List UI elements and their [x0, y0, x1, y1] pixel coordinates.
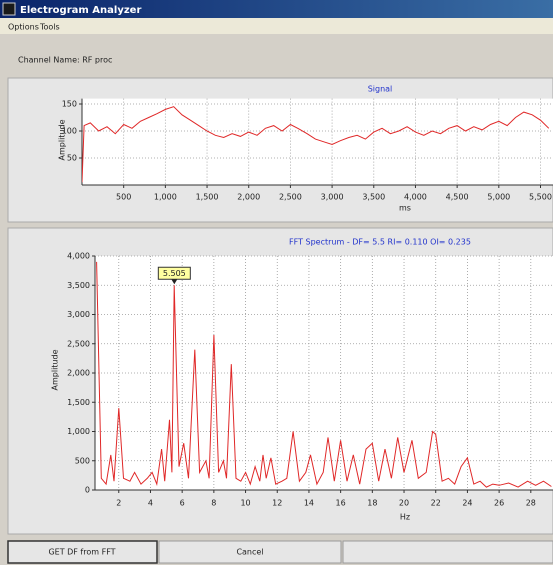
- x-tick-label: 4: [148, 499, 153, 508]
- menu-item[interactable]: Options: [8, 23, 39, 32]
- x-tick-label: 28: [526, 499, 536, 508]
- x-tick-label: 5,500: [529, 193, 552, 202]
- y-tick-label: 1,500: [67, 398, 90, 407]
- x-tick-label: 6: [180, 499, 185, 508]
- x-tick-label: 2: [116, 499, 121, 508]
- y-tick-label: 100: [62, 127, 77, 136]
- menu-bar: [0, 18, 553, 34]
- y-tick-label: 1,000: [67, 427, 90, 436]
- button[interactable]: [158, 540, 342, 564]
- chart-title: FFT Spectrum - DF= 5.5 RI= 0.110 OI= 0.2…: [289, 238, 471, 247]
- x-tick-label: 3,000: [321, 193, 344, 202]
- y-tick-label: 150: [62, 100, 77, 109]
- x-tick-label: 5,000: [487, 193, 510, 202]
- status-panel: [342, 540, 553, 564]
- x-tick-label: 4,000: [404, 193, 427, 202]
- x-tick-label: 16: [336, 499, 346, 508]
- y-tick-label: 4,000: [67, 252, 90, 261]
- channel-label: Channel Name: RF proc: [18, 56, 112, 65]
- annotation-pointer: [171, 279, 178, 285]
- x-tick-label: 3,500: [362, 193, 385, 202]
- menu-item[interactable]: Tools: [39, 23, 60, 32]
- x-tick-label: 1,500: [196, 193, 219, 202]
- annotation-label: 5.505: [163, 269, 186, 278]
- title-bar: [0, 0, 553, 18]
- x-tick-label: 18: [367, 499, 377, 508]
- data-line: [96, 261, 552, 488]
- x-tick-label: 26: [494, 499, 504, 508]
- x-tick-label: 500: [116, 193, 131, 202]
- x-tick-label: 8: [211, 499, 216, 508]
- y-axis-label: Amplitude: [58, 119, 67, 160]
- button-label[interactable]: Cancel: [236, 548, 263, 557]
- button-label[interactable]: GET DF from FFT: [48, 548, 115, 557]
- app-icon: [2, 2, 16, 16]
- y-tick-label: 2,000: [67, 369, 90, 378]
- y-tick-label: 3,000: [67, 310, 90, 319]
- button[interactable]: [7, 540, 158, 564]
- y-tick-label: 0: [85, 486, 90, 495]
- x-tick-label: 24: [462, 499, 472, 508]
- x-tick-label: 12: [272, 499, 282, 508]
- y-tick-label: 500: [75, 456, 90, 465]
- x-tick-label: 2,500: [279, 193, 302, 202]
- x-tick-label: 1,000: [154, 193, 177, 202]
- x-tick-label: 4,500: [446, 193, 469, 202]
- x-tick-label: 14: [304, 499, 314, 508]
- x-axis-label: ms: [399, 204, 411, 213]
- annotation-box: [157, 266, 191, 280]
- x-tick-label: 22: [431, 499, 441, 508]
- chart-title: Signal: [368, 85, 393, 94]
- y-tick-label: 2,500: [67, 339, 90, 348]
- x-tick-label: 20: [399, 499, 409, 508]
- data-line: [82, 106, 550, 183]
- x-axis-label: Hz: [400, 513, 410, 522]
- x-tick-label: 2,000: [237, 193, 260, 202]
- window-title: Electrogram Analyzer: [20, 5, 141, 16]
- y-tick-label: 50: [67, 154, 77, 163]
- y-tick-label: 3,500: [67, 281, 90, 290]
- y-axis-label: Amplitude: [51, 349, 60, 390]
- plot-area: [82, 98, 553, 185]
- x-tick-label: 10: [240, 499, 250, 508]
